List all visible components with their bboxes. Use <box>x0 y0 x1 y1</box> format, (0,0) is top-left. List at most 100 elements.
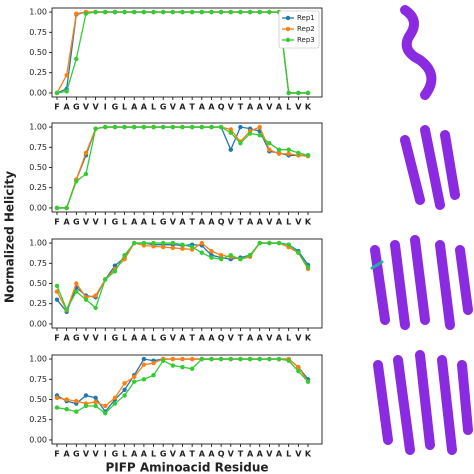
data-point <box>257 9 262 15</box>
x-tick-label: V <box>93 218 100 227</box>
x-tick-label: Q <box>218 218 225 227</box>
data-point <box>54 289 60 294</box>
data-point <box>209 255 214 260</box>
data-point <box>247 252 253 258</box>
data-point <box>276 240 282 246</box>
data-point <box>180 242 185 247</box>
x-tick-label: V <box>295 103 302 112</box>
x-tick-label: A <box>257 450 264 459</box>
x-tick-label: L <box>286 450 291 459</box>
x-tick-label: A <box>247 103 254 112</box>
data-point <box>228 9 233 15</box>
data-point <box>180 356 185 362</box>
x-tick-label: I <box>104 334 107 343</box>
data-point <box>189 9 195 15</box>
x-tick-label: K <box>305 334 312 343</box>
data-point <box>238 141 243 146</box>
x-tick-label: A <box>141 218 148 227</box>
x-tick-label: L <box>122 334 127 343</box>
x-tick-label: V <box>266 103 273 112</box>
data-point <box>238 356 243 362</box>
x-tick-label: T <box>238 334 244 343</box>
helix-image <box>400 5 437 100</box>
x-tick-label: G <box>160 218 167 227</box>
x-tick-label: A <box>208 218 215 227</box>
data-point <box>64 307 69 312</box>
data-point <box>209 9 214 15</box>
x-tick-label: A <box>247 218 254 227</box>
data-point <box>103 124 108 130</box>
x-tick-label: A <box>276 103 283 112</box>
x-tick-label: V <box>228 218 235 227</box>
data-point <box>132 374 137 380</box>
y-tick-label: 0.50 <box>29 48 47 57</box>
x-tick-label: Q <box>218 103 225 112</box>
data-point <box>180 124 185 130</box>
data-point <box>141 362 147 367</box>
data-point <box>199 250 205 255</box>
x-tick-label: V <box>170 334 177 343</box>
data-point <box>83 171 89 177</box>
x-tick-label: I <box>104 450 107 459</box>
data-point <box>189 124 195 130</box>
x-tick-label: A <box>208 334 215 343</box>
data-point <box>238 9 243 15</box>
data-point <box>93 403 98 409</box>
legend-label: Rep1 <box>297 14 315 22</box>
x-tick-label: F <box>54 103 59 112</box>
data-point <box>64 407 69 412</box>
data-point <box>267 240 272 246</box>
y-tick-label: 0.25 <box>29 415 47 424</box>
helix-image <box>400 125 460 210</box>
data-point <box>209 124 214 130</box>
x-tick-label: K <box>305 450 312 459</box>
data-point <box>141 356 147 362</box>
data-point <box>296 250 301 255</box>
data-point <box>112 9 118 15</box>
data-point <box>132 9 137 15</box>
data-point <box>170 9 176 15</box>
x-tick-label: V <box>295 334 302 343</box>
data-point <box>112 401 118 406</box>
data-point <box>54 283 60 289</box>
series-line <box>56 242 309 311</box>
y-tick-label: 0.00 <box>29 319 47 328</box>
x-tick-label: G <box>112 218 119 227</box>
x-tick-label: A <box>179 334 186 343</box>
x-tick-label: V <box>228 334 235 343</box>
x-tick-label: A <box>257 334 264 343</box>
data-point <box>151 240 156 246</box>
y-tick-label: 0.50 <box>29 279 47 288</box>
x-tick-label: A <box>257 103 264 112</box>
y-tick-label: 0.75 <box>29 375 47 384</box>
x-tick-label: V <box>266 218 273 227</box>
x-tick-label: A <box>141 450 148 459</box>
y-axis-label: Normalized Helicity <box>3 171 17 303</box>
x-tick-label: A <box>247 450 254 459</box>
x-tick-label: G <box>160 450 167 459</box>
data-point <box>305 379 311 384</box>
y-tick-label: 1.00 <box>29 239 47 248</box>
data-point <box>247 131 253 136</box>
x-tick-label: A <box>247 334 254 343</box>
data-point <box>103 9 108 15</box>
data-point <box>74 289 79 294</box>
data-point <box>296 364 301 370</box>
x-tick-label: A <box>131 450 138 459</box>
data-point <box>286 90 291 96</box>
x-tick-label: G <box>73 103 80 112</box>
data-point <box>286 242 291 247</box>
x-tick-label: T <box>238 218 244 227</box>
data-point <box>93 293 98 298</box>
x-tick-label: G <box>160 334 167 343</box>
y-tick-label: 1.00 <box>29 355 47 364</box>
data-point <box>305 265 311 270</box>
data-point <box>228 127 233 132</box>
x-tick-label: A <box>141 103 148 112</box>
data-point <box>74 11 79 16</box>
data-point <box>151 9 156 15</box>
series-line <box>56 242 309 312</box>
data-point <box>64 205 69 211</box>
data-point <box>132 379 137 384</box>
x-tick-label: T <box>189 334 195 343</box>
